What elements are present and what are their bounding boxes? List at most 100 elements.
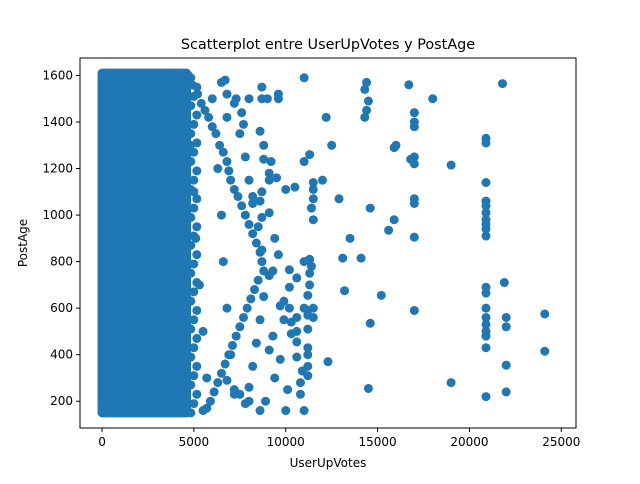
scatter-point	[218, 257, 228, 267]
scatter-point	[540, 346, 550, 356]
scatter-point	[284, 282, 294, 292]
scatter-point	[308, 177, 318, 187]
scatter-point	[216, 368, 226, 378]
scatter-point	[257, 245, 267, 255]
x-tick-label: 15000	[359, 435, 397, 449]
x-axis-ticks: 0 5000 10000 15000 20000 25000	[98, 428, 580, 449]
scatter-point	[189, 187, 199, 197]
scatter-point	[295, 378, 305, 388]
scatter-point	[251, 238, 261, 248]
scatter-point	[297, 366, 307, 376]
y-tick-label: 1200	[42, 162, 73, 176]
scatter-point	[222, 303, 232, 313]
scatter-point	[186, 268, 196, 278]
scatter-point	[238, 119, 248, 129]
scatter-point	[240, 210, 250, 220]
scatter-point	[227, 340, 237, 350]
scatter-point	[409, 198, 419, 208]
scatter-point	[481, 224, 491, 234]
scatter-point	[409, 108, 419, 118]
y-tick-label: 600	[50, 301, 73, 315]
scatter-point	[365, 203, 375, 213]
scatter-point	[244, 396, 254, 406]
scatter-point	[204, 112, 214, 122]
scatter-point	[255, 406, 265, 416]
scatter-point	[299, 406, 309, 416]
scatter-point	[222, 89, 232, 99]
scatter-point	[192, 166, 202, 176]
scatter-point	[360, 84, 370, 94]
scatter-point	[356, 253, 366, 263]
scatter-point	[281, 184, 291, 194]
scatter-point	[284, 265, 294, 275]
scatter-point	[251, 338, 261, 348]
scatter-point	[235, 129, 245, 139]
y-axis-label: PostAge	[16, 219, 30, 267]
scatter-point	[391, 140, 401, 150]
scatter-point	[292, 312, 302, 322]
scatter-point	[317, 175, 327, 185]
scatter-point	[481, 319, 491, 329]
scatter-point	[303, 343, 313, 353]
scatter-point	[501, 322, 511, 332]
scatter-point	[321, 112, 331, 122]
scatter-point	[229, 98, 239, 108]
scatter-point	[409, 305, 419, 315]
scatter-point	[192, 305, 202, 315]
scatter-point	[376, 290, 386, 300]
scatter-point	[244, 219, 254, 229]
scatter-point	[308, 312, 318, 322]
scatter-point	[189, 259, 199, 269]
scatter-point	[428, 94, 438, 104]
scatter-point	[345, 233, 355, 243]
scatter-point	[308, 215, 318, 225]
x-axis-label: UserUpVotes	[290, 456, 367, 470]
scatter-point	[292, 273, 302, 283]
scatter-point	[365, 318, 375, 328]
scatter-point	[334, 194, 344, 204]
scatter-point	[216, 210, 226, 220]
scatter-point	[189, 371, 199, 381]
scatter-point	[261, 396, 271, 406]
scatter-point	[270, 373, 280, 383]
scatter-point	[218, 147, 228, 157]
scatter-point	[295, 389, 305, 399]
scatter-point	[268, 331, 278, 341]
scatter-point	[305, 280, 315, 290]
scatter-point	[272, 173, 282, 183]
scatter-point	[213, 164, 223, 174]
y-tick-label: 200	[50, 394, 73, 408]
scatter-point	[183, 70, 193, 80]
scatter-point	[299, 303, 309, 313]
scatter-point	[284, 303, 294, 313]
scatter-point	[362, 105, 372, 115]
scatter-point	[305, 268, 315, 278]
scatter-point	[189, 287, 199, 297]
scatter-point	[481, 343, 491, 353]
scatter-point	[299, 73, 309, 83]
scatter-point	[189, 147, 199, 157]
scatter-point	[237, 201, 247, 211]
scatter-point	[231, 331, 241, 341]
scatter-point	[499, 278, 509, 288]
scatter-point	[292, 337, 302, 347]
scatter-point	[196, 98, 206, 108]
scatter-point	[306, 203, 316, 213]
scatter-point	[292, 326, 302, 336]
scatter-point	[186, 296, 196, 306]
scatter-point	[237, 108, 247, 118]
scatter-point	[259, 154, 269, 164]
scatter-point	[501, 312, 511, 322]
scatter-point	[308, 184, 318, 194]
scatter-point	[187, 80, 197, 90]
scatter-point	[501, 360, 511, 370]
x-tick-label: 10000	[267, 435, 305, 449]
scatter-point	[255, 315, 265, 325]
scatter-point	[207, 94, 217, 104]
scatter-point	[259, 140, 269, 150]
scatter-point	[481, 231, 491, 241]
scatter-point	[185, 140, 195, 150]
scatter-point	[257, 257, 267, 267]
scatter-point	[248, 229, 258, 239]
